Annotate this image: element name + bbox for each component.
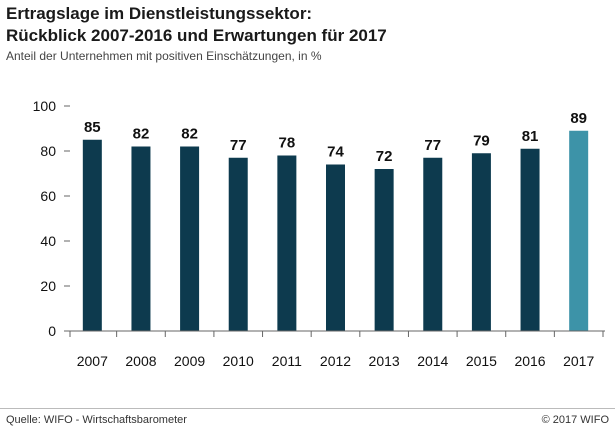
- y-tick-label: 20: [40, 278, 56, 294]
- bar-2017: [569, 130, 589, 331]
- y-tick-label: 100: [33, 98, 57, 114]
- x-tick-label-2011: 2011: [272, 353, 302, 369]
- x-tick-label-2014: 2014: [417, 353, 448, 369]
- data-label-2012: 74: [327, 144, 344, 161]
- footer-copyright: © 2017 WIFO: [541, 414, 609, 426]
- bar-2013: [374, 169, 394, 331]
- x-tick-label-2015: 2015: [466, 353, 497, 369]
- x-tick-label-2013: 2013: [369, 353, 400, 369]
- y-tick-label: 40: [40, 233, 56, 249]
- data-label-2009: 82: [181, 126, 198, 143]
- footer-divider: [0, 408, 615, 409]
- data-label-2017: 89: [570, 110, 587, 127]
- bar-2016: [520, 148, 540, 331]
- y-axis: 0 20 40 60 80 100: [33, 98, 70, 339]
- footer-source: Quelle: WIFO - Wirtschaftsbarometer: [6, 414, 187, 426]
- chart-title-line1: Ertragslage im Dienstleistungssektor:: [6, 4, 313, 23]
- x-tick-label-2007: 2007: [77, 353, 108, 369]
- bar-2015: [471, 153, 491, 331]
- x-tick-label-2010: 2010: [223, 353, 254, 369]
- data-label-2011: 78: [279, 135, 296, 152]
- y-tick-label: 0: [48, 323, 56, 339]
- bar-2012: [326, 164, 345, 331]
- bars: 85 82 82 77 78 74 72 77 79 81 89: [82, 110, 589, 331]
- x-tick-label-2009: 2009: [174, 353, 205, 369]
- bar-2014: [423, 157, 443, 331]
- data-label-2008: 82: [133, 126, 150, 143]
- chart-title-line2: Rückblick 2007-2016 und Erwartungen für …: [6, 26, 387, 45]
- x-tick-label-2017: 2017: [563, 353, 594, 369]
- bar-chart: 0 20 40 60 80 100 85 82 82 77 78 74 72 77 79 81 89 2007…: [33, 98, 605, 369]
- data-label-2014: 77: [424, 137, 441, 154]
- x-tick-label-2012: 2012: [320, 353, 351, 369]
- x-axis: 2007 2008 2009 2010 2011 2012 2013 2014 2015 2016…: [69, 330, 605, 369]
- data-label-2013: 72: [376, 148, 393, 165]
- y-tick-label: 60: [40, 188, 56, 204]
- data-label-2007: 85: [84, 119, 101, 136]
- bar-2008: [131, 146, 151, 331]
- data-label-2015: 79: [473, 132, 490, 149]
- chart-title: Ertragslage im Dienstleistungssektor: Rü…: [6, 3, 387, 47]
- x-tick-label-2016: 2016: [514, 353, 545, 369]
- chart-subtitle: Anteil der Unternehmen mit positiven Ein…: [6, 49, 322, 63]
- bar-2007: [82, 139, 102, 331]
- bar-2009: [180, 146, 200, 331]
- bar-2011: [277, 155, 297, 331]
- data-label-2010: 77: [230, 137, 247, 154]
- x-tick-label-2008: 2008: [125, 353, 156, 369]
- data-label-2016: 81: [522, 128, 539, 145]
- bar-2010: [228, 157, 248, 331]
- y-tick-label: 80: [40, 143, 56, 159]
